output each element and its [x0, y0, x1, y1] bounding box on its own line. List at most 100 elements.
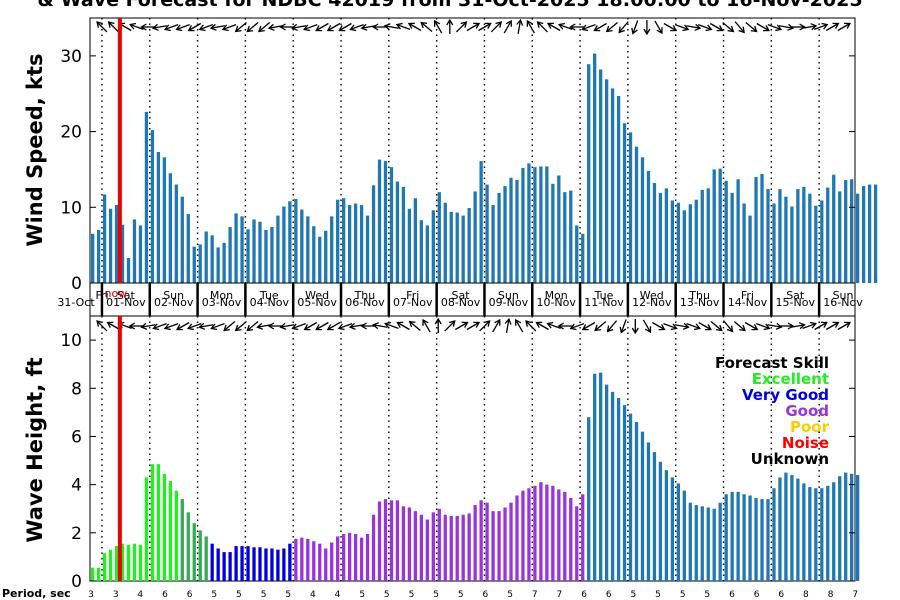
day-name-label: Thu	[354, 289, 376, 302]
wind-bar	[575, 225, 579, 283]
wind-bar	[252, 219, 256, 283]
wave-bar	[539, 482, 543, 581]
wind-bar	[467, 208, 471, 283]
wind-bar	[276, 215, 280, 283]
date-label: 01-Nov	[106, 296, 146, 309]
wave-bar	[575, 506, 579, 581]
direction-arrow-icon	[593, 22, 607, 32]
date-label: 16-Nov	[823, 296, 863, 309]
date-band: Fri Sat Sun Mon Tue Wed Thu Fri Sat Sun Mon Tue Wed T…	[57, 282, 863, 317]
wind-bar	[838, 191, 842, 283]
period-value: 6	[483, 590, 489, 600]
date-label: 07-Nov	[393, 296, 433, 309]
wave-bar	[730, 491, 734, 581]
wave-bar	[342, 534, 346, 581]
wave-bar	[467, 513, 471, 581]
wave-bar	[850, 473, 854, 581]
wind-bar	[533, 167, 537, 283]
day-name-label: Wed	[305, 289, 329, 302]
wind-bar	[180, 196, 184, 283]
wave-bar	[276, 549, 280, 581]
wave-bar	[820, 488, 824, 581]
period-value: 6	[162, 590, 168, 600]
wave-bar	[359, 537, 364, 581]
wind-bar	[222, 242, 226, 283]
wave-bar	[330, 542, 334, 581]
direction-arrow-icon	[779, 322, 795, 330]
wind-bar	[646, 170, 651, 283]
direction-arrow-icon	[478, 22, 492, 32]
period-value: 5	[211, 590, 217, 600]
wave-bar	[282, 548, 286, 581]
wave-bar	[395, 500, 400, 581]
wind-bar	[521, 167, 525, 283]
direction-arrow-icon	[151, 23, 168, 31]
wave-bar	[443, 514, 447, 581]
direction-arrow-icon	[535, 321, 549, 331]
wave-bar	[91, 567, 95, 581]
direction-arrow-icon	[257, 22, 271, 33]
day-name-label: Sat	[786, 289, 805, 302]
legend-item: Noise	[782, 434, 829, 452]
wave-bar	[228, 552, 232, 581]
wind-bar	[353, 203, 358, 283]
direction-arrow-icon	[674, 322, 690, 330]
direction-arrow-icon	[315, 321, 329, 331]
direction-arrow-icon	[631, 319, 639, 335]
wave-bar	[365, 534, 370, 581]
direction-arrow-icon	[408, 320, 421, 331]
direction-arrow-icon	[734, 21, 745, 34]
direction-arrow-icon	[140, 23, 156, 31]
direction-arrow-icon	[198, 23, 214, 32]
day-name-label: Fri	[406, 289, 419, 302]
wind-bar	[670, 200, 675, 283]
direction-arrow-icon	[371, 23, 388, 31]
direction-arrow-icon	[210, 322, 225, 331]
wind-bar	[395, 181, 400, 283]
direction-arrow-icon	[302, 23, 318, 32]
wave-bar	[162, 473, 167, 581]
wave-bar	[628, 413, 633, 581]
wave-bar	[802, 483, 806, 581]
wind-bar	[748, 215, 752, 283]
wind-y-ticks: 0 10 20 30	[60, 47, 855, 294]
direction-arrow-icon	[267, 322, 283, 330]
legend-item: Poor	[790, 418, 830, 436]
period-value: 5	[261, 590, 267, 600]
wind-bar	[634, 146, 639, 283]
direction-arrow-icon	[606, 320, 618, 333]
wave-bar	[413, 511, 418, 581]
direction-arrow-icon	[175, 321, 190, 331]
wave-bar	[120, 543, 125, 581]
wind-bar	[736, 179, 740, 283]
wind-bar	[724, 180, 728, 283]
direction-arrow-icon	[291, 322, 306, 331]
period-value: 4	[335, 590, 341, 600]
wave-bar	[300, 537, 304, 581]
wave-bar	[288, 543, 292, 581]
wave-bar	[114, 546, 119, 581]
wind-bar	[569, 190, 573, 283]
wave-bar	[455, 515, 459, 581]
direction-arrow-icon	[722, 22, 735, 33]
wind-bar	[425, 225, 429, 283]
wave-bar	[724, 494, 728, 581]
wave-bar	[515, 495, 519, 581]
direction-arrow-icon	[326, 321, 341, 331]
wind-bar	[120, 224, 125, 283]
period-value: 7	[557, 590, 563, 600]
wind-bar	[557, 175, 561, 283]
wind-bar	[407, 208, 412, 283]
direction-arrow-icon	[372, 322, 388, 330]
wind-bar	[144, 111, 149, 283]
wave-bar	[389, 500, 394, 581]
direction-arrow-icon	[516, 18, 524, 35]
direction-arrow-icon	[96, 21, 108, 33]
wind-bar	[437, 192, 441, 283]
direction-arrow-icon	[186, 322, 202, 331]
wind-bar	[766, 189, 770, 283]
wave-bar	[640, 431, 645, 581]
direction-arrow-icon	[515, 318, 524, 333]
direction-arrow-icon	[698, 321, 712, 331]
direction-arrow-icon	[674, 23, 690, 32]
